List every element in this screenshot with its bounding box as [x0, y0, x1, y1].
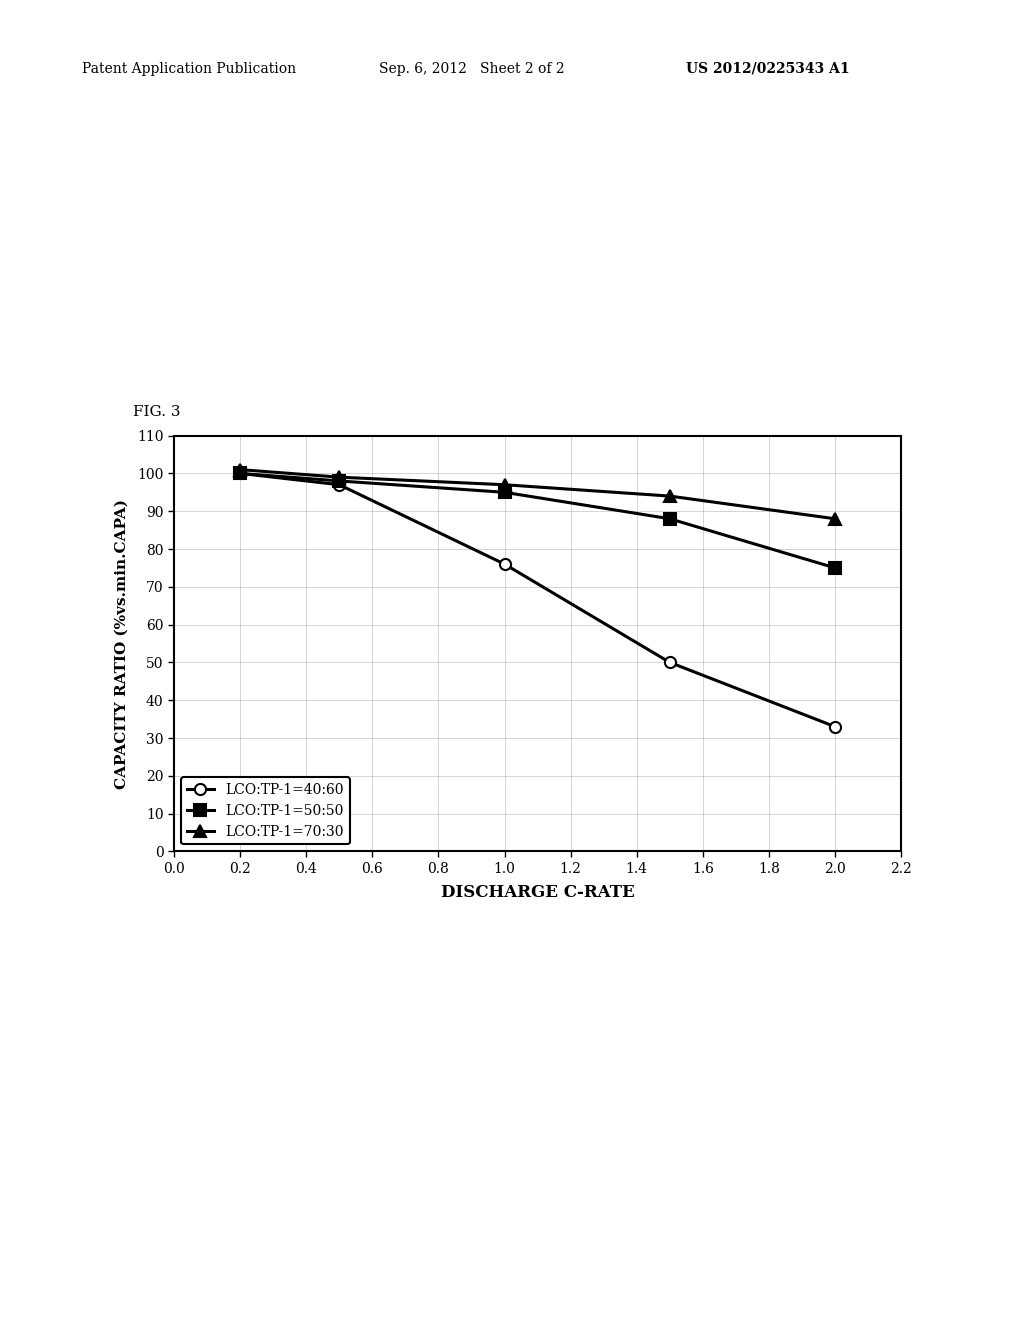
X-axis label: DISCHARGE C-RATE: DISCHARGE C-RATE	[440, 884, 635, 902]
Y-axis label: CAPACITY RATIO (%vs.min.CAPA): CAPACITY RATIO (%vs.min.CAPA)	[115, 499, 129, 788]
LCO:TP-1=40:60	[333, 477, 345, 492]
Legend: LCO:TP-1=40:60, LCO:TP-1=50:50, LCO:TP-1=70:30: LCO:TP-1=40:60, LCO:TP-1=50:50, LCO:TP-1…	[181, 777, 349, 845]
LCO:TP-1=40:60	[499, 556, 511, 572]
Text: Sep. 6, 2012   Sheet 2 of 2: Sep. 6, 2012 Sheet 2 of 2	[379, 62, 564, 75]
Text: FIG. 3: FIG. 3	[133, 405, 180, 418]
LCO:TP-1=50:50	[234, 466, 247, 482]
Text: US 2012/0225343 A1: US 2012/0225343 A1	[686, 62, 850, 75]
LCO:TP-1=50:50	[333, 473, 345, 488]
LCO:TP-1=40:60	[234, 466, 247, 482]
Line: LCO:TP-1=70:30: LCO:TP-1=70:30	[234, 465, 841, 524]
LCO:TP-1=40:60	[828, 718, 841, 734]
LCO:TP-1=40:60	[664, 655, 676, 671]
LCO:TP-1=70:30	[828, 511, 841, 527]
Line: LCO:TP-1=40:60: LCO:TP-1=40:60	[234, 467, 841, 733]
LCO:TP-1=50:50	[499, 484, 511, 500]
Text: Patent Application Publication: Patent Application Publication	[82, 62, 296, 75]
LCO:TP-1=70:30	[333, 470, 345, 486]
LCO:TP-1=70:30	[664, 488, 676, 504]
LCO:TP-1=70:30	[499, 477, 511, 492]
LCO:TP-1=70:30	[234, 462, 247, 478]
LCO:TP-1=50:50	[828, 560, 841, 576]
LCO:TP-1=50:50	[664, 511, 676, 527]
Line: LCO:TP-1=50:50: LCO:TP-1=50:50	[234, 467, 841, 573]
